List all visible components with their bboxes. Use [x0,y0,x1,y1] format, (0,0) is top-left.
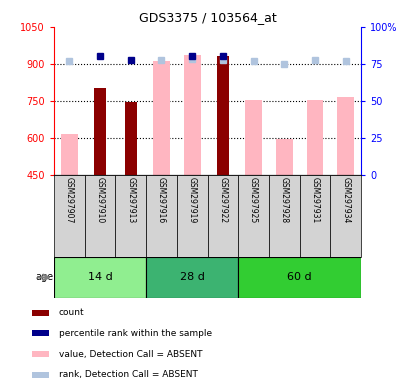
Text: GSM297931: GSM297931 [310,177,320,223]
Text: count: count [59,308,85,317]
Bar [54,175,85,257]
Bar [276,139,293,175]
Bar [177,175,208,257]
Text: GSM297913: GSM297913 [126,177,135,223]
Bar [337,97,354,175]
Bar [54,257,146,298]
Text: GSM297925: GSM297925 [249,177,258,223]
Text: percentile rank within the sample: percentile rank within the sample [59,329,212,338]
Text: GSM297928: GSM297928 [280,177,289,223]
Text: GSM297919: GSM297919 [188,177,197,223]
Text: age: age [36,272,54,283]
Bar [184,55,200,175]
Bar [61,134,78,175]
Bar [217,56,229,175]
Bar [85,175,115,257]
Bar [94,88,106,175]
Title: GDS3375 / 103564_at: GDS3375 / 103564_at [139,11,276,24]
Bar [146,257,238,298]
Bar [238,175,269,257]
Bar [115,175,146,257]
Bar [238,257,361,298]
Text: GSM297907: GSM297907 [65,177,74,223]
Bar [330,175,361,257]
Bar [300,175,330,257]
Bar [208,175,238,257]
Bar [124,102,137,175]
Text: GSM297916: GSM297916 [157,177,166,223]
Bar [32,351,49,357]
Text: rank, Detection Call = ABSENT: rank, Detection Call = ABSENT [59,370,198,379]
Bar [269,175,300,257]
Text: GSM297922: GSM297922 [218,177,227,223]
Bar [32,330,49,336]
Bar [146,175,177,257]
Bar [32,310,49,316]
Bar [245,99,262,175]
Text: 28 d: 28 d [180,272,205,283]
Bar [153,61,170,175]
Text: GSM297910: GSM297910 [95,177,105,223]
Bar [32,372,49,378]
Bar [307,99,323,175]
Text: 60 d: 60 d [287,272,312,283]
Text: GSM297934: GSM297934 [341,177,350,223]
Text: 14 d: 14 d [88,272,112,283]
Text: value, Detection Call = ABSENT: value, Detection Call = ABSENT [59,349,203,359]
